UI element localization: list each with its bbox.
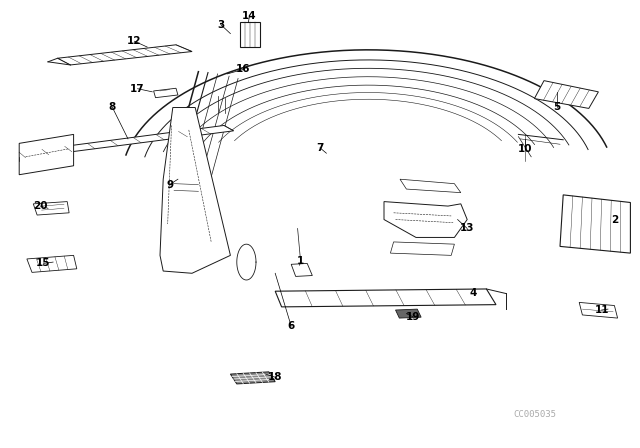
Text: 15: 15	[36, 258, 51, 268]
Text: 4: 4	[470, 289, 477, 298]
Bar	[240, 22, 260, 47]
Text: 14: 14	[243, 11, 257, 21]
Polygon shape	[384, 202, 467, 237]
Polygon shape	[58, 45, 192, 65]
Polygon shape	[154, 88, 178, 98]
Polygon shape	[291, 263, 312, 276]
Polygon shape	[33, 202, 69, 215]
Text: 10: 10	[518, 144, 532, 154]
Polygon shape	[19, 134, 74, 175]
Text: 3: 3	[217, 20, 225, 30]
Text: 16: 16	[236, 65, 250, 74]
Text: 13: 13	[460, 224, 474, 233]
Text: 1: 1	[297, 256, 305, 266]
Text: 5: 5	[553, 102, 561, 112]
Text: 9: 9	[166, 180, 173, 190]
Polygon shape	[230, 372, 275, 384]
Text: 2: 2	[611, 215, 618, 224]
Text: 19: 19	[406, 312, 420, 322]
Text: 6: 6	[287, 321, 295, 331]
Polygon shape	[19, 125, 234, 158]
Text: 8: 8	[108, 102, 116, 112]
Polygon shape	[560, 195, 630, 253]
Text: 17: 17	[131, 84, 145, 94]
Polygon shape	[275, 289, 496, 307]
Polygon shape	[534, 81, 598, 108]
Polygon shape	[400, 179, 461, 193]
Polygon shape	[160, 108, 230, 273]
Text: 20: 20	[33, 201, 47, 211]
Text: CC005035: CC005035	[513, 410, 556, 419]
Polygon shape	[27, 255, 77, 272]
Text: 12: 12	[127, 36, 141, 46]
Polygon shape	[390, 242, 454, 255]
Text: 18: 18	[268, 372, 282, 382]
Polygon shape	[396, 309, 421, 318]
Text: 7: 7	[316, 143, 324, 153]
Polygon shape	[579, 302, 618, 318]
Text: 11: 11	[595, 305, 609, 315]
